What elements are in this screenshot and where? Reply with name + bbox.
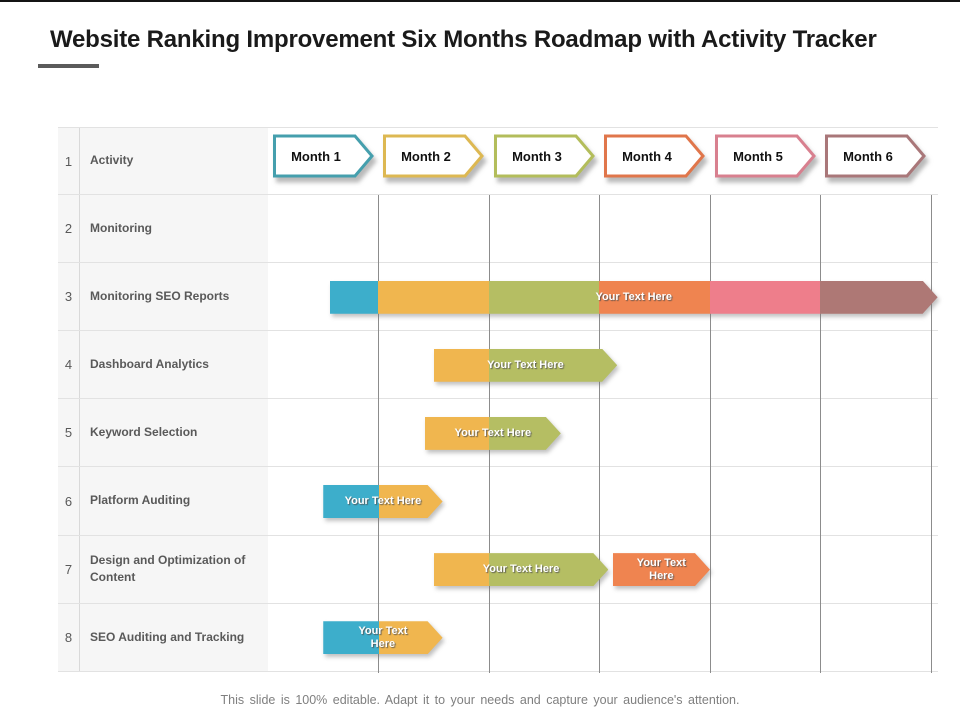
row-label: Design and Optimization of Content (80, 535, 268, 603)
row-chart-cell (268, 263, 938, 330)
row-number: 5 (58, 399, 80, 467)
row-number: 2 (58, 195, 80, 263)
row-label: Dashboard Analytics (80, 331, 268, 399)
table-row-activity: 1 Activity Month 1 Month 2 Month 3 (58, 127, 938, 196)
row-chart-cell (268, 331, 938, 398)
row-number: 3 (58, 263, 80, 331)
row-number: 6 (58, 467, 80, 535)
month-6-label: Month 6 (843, 149, 893, 164)
title-underline (38, 64, 99, 68)
table-row-seo-auditing-tracking: 8 SEO Auditing and Tracking (58, 603, 938, 672)
month-2-chevron: Month 2 (383, 134, 484, 178)
row-chart-cell (268, 604, 938, 671)
row-chart-cell (268, 399, 938, 466)
table-row-platform-auditing: 6 Platform Auditing (58, 467, 938, 536)
table-row-monitoring-seo-reports: 3 Monitoring SEO Reports (58, 263, 938, 332)
table-row-keyword-selection: 5 Keyword Selection (58, 399, 938, 468)
row-chart-cell (268, 536, 938, 603)
row-label: Monitoring (80, 195, 268, 263)
row-label: Keyword Selection (80, 399, 268, 467)
month-2-label: Month 2 (401, 149, 451, 164)
row-number: 8 (58, 603, 80, 671)
row-chart-cell (268, 195, 938, 262)
month-1-label: Month 1 (291, 149, 341, 164)
month-4-chevron: Month 4 (604, 134, 705, 178)
month-4-label: Month 4 (622, 149, 673, 164)
table-row-design-optimization-content: 7 Design and Optimization of Content (58, 535, 938, 604)
row-label: Monitoring SEO Reports (80, 263, 268, 331)
table-row-monitoring: 2 Monitoring (58, 195, 938, 264)
row-label: Activity (80, 128, 268, 195)
month-1-chevron: Month 1 (272, 134, 374, 178)
footer-note: This slide is 100% editable. Adapt it to… (220, 693, 740, 707)
row-number: 7 (58, 535, 80, 603)
month-5-chevron: Month 5 (714, 134, 816, 178)
month-6-chevron: Month 6 (825, 134, 926, 178)
month-3-label: Month 3 (512, 149, 562, 164)
row-number: 1 (58, 128, 80, 195)
row-chart-cell (268, 467, 938, 534)
month-5-label: Month 5 (733, 149, 783, 164)
table-row-dashboard-analytics: 4 Dashboard Analytics (58, 331, 938, 400)
month-header-strip: Month 1 Month 2 Month 3 Month 4 (268, 128, 938, 196)
month-3-chevron: Month 3 (493, 134, 595, 178)
row-chart-cell: Month 1 Month 2 Month 3 Month 4 (268, 128, 938, 194)
row-label: Platform Auditing (80, 467, 268, 535)
row-number: 4 (58, 331, 80, 399)
roadmap-table: 1 Activity Month 1 Month 2 Month 3 (58, 127, 938, 673)
page-title: Website Ranking Improvement Six Months R… (50, 26, 877, 53)
row-label: SEO Auditing and Tracking (80, 603, 268, 671)
